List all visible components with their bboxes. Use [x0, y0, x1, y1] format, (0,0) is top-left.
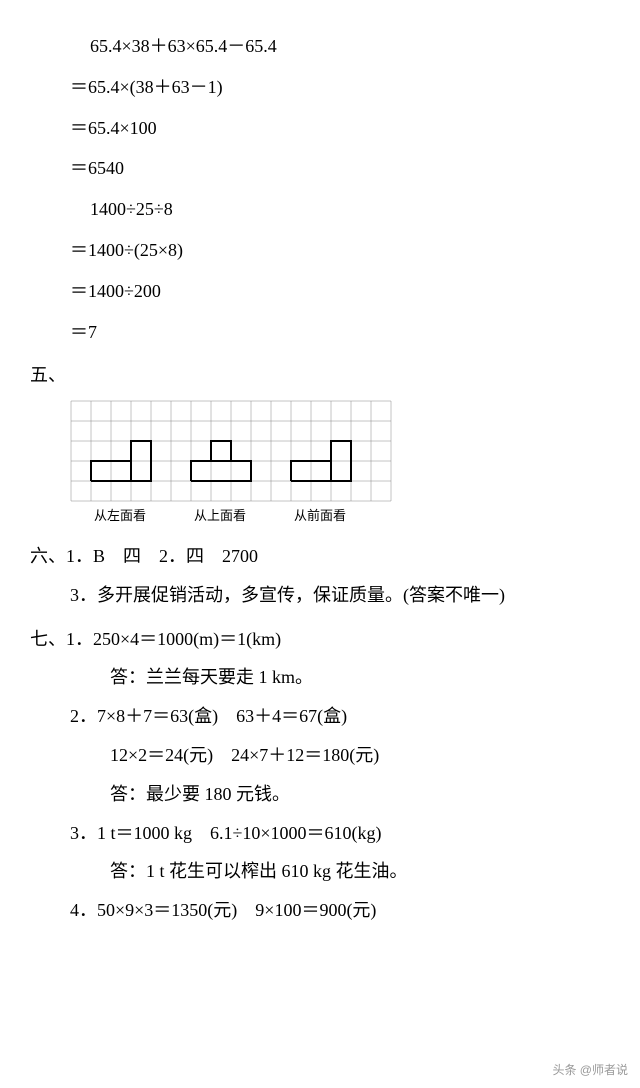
q3-line1: 3．1 t＝1000 kg 6.1÷10×1000＝610(kg)	[30, 819, 610, 848]
caption-front: 从前面看	[270, 506, 370, 527]
calc2-step2: ＝1400÷200	[30, 277, 610, 306]
section5-label: 五、	[30, 361, 610, 390]
section6-line2: 3．多开展促销活动，多宣传，保证质量。(答案不唯一)	[30, 581, 610, 610]
q4-line1: 4．50×9×3＝1350(元) 9×100＝900(元)	[30, 896, 610, 925]
q2-line2: 12×2＝24(元) 24×7＋12＝180(元)	[30, 741, 610, 770]
q2-answer: 答：最少要 180 元钱。	[30, 780, 610, 809]
calc2-step1: ＝1400÷(25×8)	[30, 236, 610, 265]
q2-line1: 2．7×8＋7＝63(盒) 63＋4＝67(盒)	[30, 702, 610, 731]
footer-watermark: 头条 @师者说	[552, 1061, 628, 1080]
grid-diagram: 从左面看 从上面看 从前面看	[70, 400, 610, 527]
grid-captions: 从左面看 从上面看 从前面看	[70, 506, 610, 527]
caption-top: 从上面看	[170, 506, 270, 527]
q1-line1: 1．250×4＝1000(m)＝1(km)	[66, 629, 281, 649]
section7-prefix: 七、	[30, 629, 66, 649]
section6-label: 六、1．B 四 2．四 2700	[30, 542, 610, 571]
calc2-expr: 1400÷25÷8	[30, 195, 610, 224]
calc1-expr: 65.4×38＋63×65.4－65.4	[30, 32, 610, 61]
section6-line1: 1．B 四 2．四 2700	[66, 546, 258, 566]
calc1-result: ＝6540	[30, 154, 610, 183]
q1-answer: 答：兰兰每天要走 1 km。	[30, 663, 610, 692]
section7-label: 七、1．250×4＝1000(m)＝1(km)	[30, 625, 610, 654]
q3-answer: 答：1 t 花生可以榨出 610 kg 花生油。	[30, 857, 610, 886]
calc2-result: ＝7	[30, 318, 610, 347]
calc1-step2: ＝65.4×100	[30, 114, 610, 143]
section6-prefix: 六、	[30, 546, 66, 566]
calc1-step1: ＝65.4×(38＋63－1)	[30, 73, 610, 102]
caption-left: 从左面看	[70, 506, 170, 527]
